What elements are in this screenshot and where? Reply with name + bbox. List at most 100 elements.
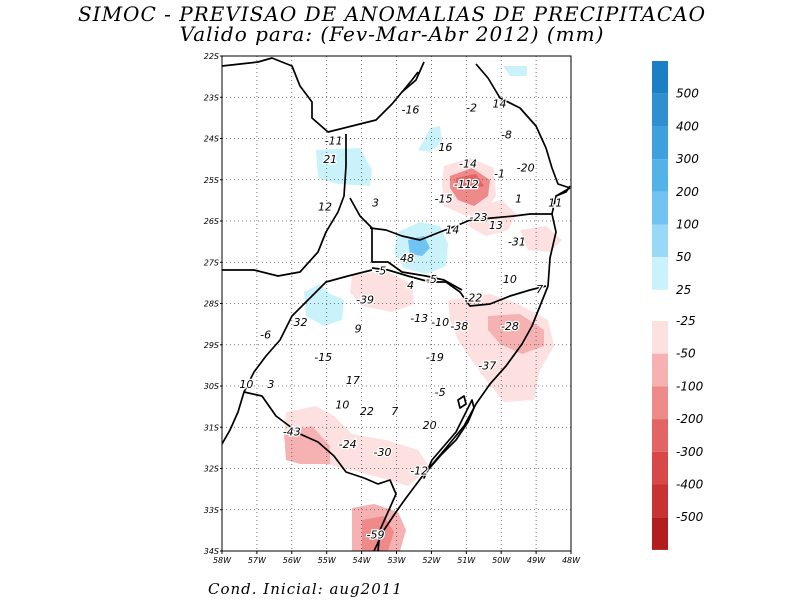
station-value: -28 [501, 320, 519, 333]
colorbar: 500 400 300 200 100 50 25 -25 -50 -100 -200 -300 -40… [652, 61, 704, 550]
colorbar-label: -25 [676, 314, 696, 328]
lon-tick-label: 51W [457, 556, 476, 565]
colorbar-swatch-negative [652, 386, 668, 419]
station-value: -30 [374, 446, 392, 459]
station-value: -23 [470, 211, 488, 224]
station-value: 17 [346, 374, 360, 387]
station-value: -1 [494, 168, 505, 181]
station-value: 10 [503, 273, 517, 286]
station-value: 4 [407, 279, 414, 292]
station-value: 13 [489, 219, 503, 232]
lon-tick-label: 57W [248, 556, 267, 565]
lagoa-guaiba [458, 396, 466, 408]
lat-tick-label: 27S [204, 258, 219, 267]
station-value: 21 [323, 153, 337, 166]
colorbar-label: -300 [676, 445, 704, 459]
colorbar-swatch-positive [652, 192, 668, 225]
lat-tick-label: 33S [204, 506, 219, 515]
lon-tick-label: 54W [353, 556, 372, 565]
colorbar-label: 100 [676, 218, 699, 232]
lon-tick-label: 52W [422, 556, 441, 565]
station-value: 20 [423, 419, 437, 432]
station-value: -16 [401, 104, 419, 117]
lon-tick-label: 56W [283, 556, 302, 565]
lon-tick-label: 50W [492, 556, 511, 565]
colorbar-swatch-negative [652, 419, 668, 452]
station-value: -12 [410, 465, 428, 478]
station-value: 48 [400, 252, 414, 265]
lat-tick-label: 29S [204, 341, 219, 350]
colorbar-swatch-negative [652, 517, 668, 550]
positive-anomaly-area [304, 284, 344, 326]
station-value: -11 [325, 135, 343, 148]
state-border-ms-pr [222, 58, 424, 132]
anomaly-map: 22S23S24S25S26S27S28S29S30S31S32S33S34S … [0, 0, 792, 612]
station-value: 9 [355, 322, 362, 335]
positive-anomaly-area [503, 66, 527, 76]
station-value: -5 [375, 265, 386, 278]
colorbar-swatch-positive [652, 159, 668, 192]
colorbar-swatch-positive [652, 126, 668, 159]
station-value: -38 [450, 320, 468, 333]
station-value: 1 [515, 192, 522, 205]
lat-tick-label: 26S [204, 217, 219, 226]
station-value: 3 [372, 196, 379, 209]
station-value: 11 [548, 196, 562, 209]
colorbar-label: 400 [676, 119, 699, 133]
station-value: -59 [367, 529, 385, 542]
lat-tick-label: 31S [204, 423, 219, 432]
station-value: 14 [445, 223, 459, 236]
station-value: -39 [356, 293, 374, 306]
colorbar-label: 200 [676, 185, 699, 199]
station-value: -14 [459, 157, 477, 170]
lat-tick-label: 30S [204, 382, 219, 391]
lon-tick-label: 53W [387, 556, 406, 565]
colorbar-swatch-negative [652, 485, 668, 518]
lon-tick-label: 48W [562, 556, 581, 565]
lat-tick-label: 32S [204, 465, 219, 474]
colorbar-label: 25 [676, 283, 691, 297]
lon-tick-label: 58W [213, 556, 232, 565]
lon-tick-label: 55W [318, 556, 337, 565]
station-value: -19 [426, 351, 444, 364]
colorbar-swatch-negative [652, 452, 668, 485]
station-value: 12 [318, 201, 332, 214]
initial-condition-label: Cond. Inicial: aug2011 [208, 580, 403, 598]
colorbar-label: 300 [676, 152, 699, 166]
colorbar-swatch-negative [652, 321, 668, 354]
colorbar-label: -200 [676, 412, 704, 426]
lat-tick-label: 22S [204, 52, 219, 61]
station-value: -5 [435, 386, 446, 399]
lat-tick-label: 24S [204, 135, 219, 144]
colorbar-label: -100 [676, 379, 704, 393]
station-value: 22 [360, 405, 374, 418]
station-value: -37 [478, 359, 496, 372]
colorbar-swatch-positive [652, 257, 668, 290]
colorbar-label: -50 [676, 347, 696, 361]
lon-tick-label: 49W [527, 556, 546, 565]
station-value: -10 [431, 316, 449, 329]
station-value: 10 [335, 399, 349, 412]
station-value: 3 [267, 378, 274, 391]
station-value: -8 [501, 128, 512, 141]
station-value: 16 [438, 141, 452, 154]
colorbar-swatch-negative [652, 354, 668, 387]
station-value: -13 [410, 312, 428, 325]
colorbar-label: 500 [676, 87, 699, 101]
lat-tick-label: 23S [204, 93, 219, 102]
station-value: -15 [314, 351, 332, 364]
station-value: -15 [435, 192, 453, 205]
lat-tick-label: 28S [204, 300, 219, 309]
station-value: -6 [260, 328, 271, 341]
station-value: -22 [464, 291, 482, 304]
station-value: -112 [454, 178, 479, 191]
station-value: -43 [283, 425, 301, 438]
colorbar-label: -500 [676, 510, 704, 524]
lat-tick-label: 25S [204, 176, 219, 185]
station-value: -31 [508, 236, 526, 249]
station-value: -2 [466, 102, 477, 115]
latitude-labels: 22S 23S 24S 25S 26S 27S 28S 29S 30S 31S 32S 33S 34S [204, 52, 222, 556]
lagoa-dos-patos [424, 400, 474, 478]
station-value: 10 [239, 378, 253, 391]
colorbar-label: 50 [676, 250, 692, 264]
